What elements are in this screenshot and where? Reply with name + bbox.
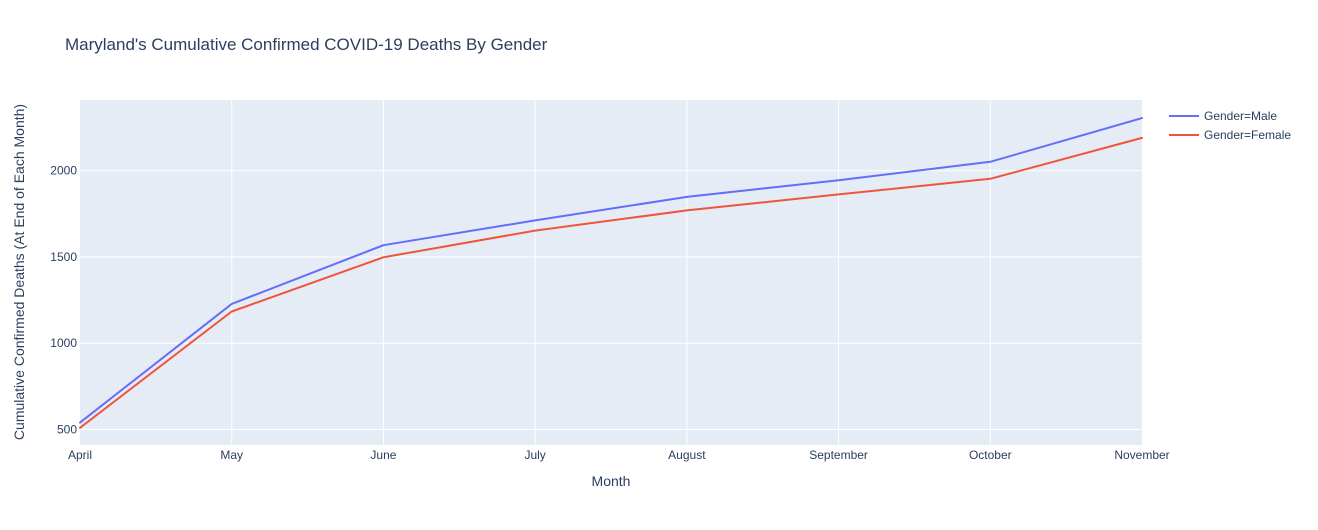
x-tick-label: August — [668, 448, 706, 462]
legend-label: Gender=Female — [1204, 128, 1291, 142]
legend-item[interactable]: Gender=Male — [1169, 109, 1277, 123]
y-axis-ticks: 500 1000 1500 2000 — [50, 164, 77, 437]
x-tick-label: July — [524, 448, 545, 462]
plot-area — [80, 100, 1142, 445]
x-axis-title: Month — [592, 473, 631, 489]
legend[interactable]: Gender=Male Gender=Female — [1169, 109, 1291, 142]
series-line[interactable] — [79, 117, 1143, 424]
gridlines — [80, 100, 1142, 445]
series-line[interactable] — [79, 136, 1143, 429]
series-lines — [79, 117, 1143, 429]
legend-item[interactable]: Gender=Female — [1169, 128, 1291, 142]
x-tick-label: November — [1114, 448, 1169, 462]
x-tick-label: October — [969, 448, 1012, 462]
y-tick-label: 1500 — [50, 250, 77, 264]
x-tick-label: April — [68, 448, 92, 462]
legend-label: Gender=Male — [1204, 109, 1277, 123]
y-tick-label: 1000 — [50, 336, 77, 350]
x-axis-ticks: April May June July August September October No… — [68, 448, 1170, 462]
y-tick-label: 500 — [57, 422, 77, 436]
x-tick-label: September — [809, 448, 868, 462]
chart-title: Maryland's Cumulative Confirmed COVID-19… — [65, 35, 548, 54]
y-axis-title: Cumulative Confirmed Deaths (At End of E… — [11, 104, 27, 440]
x-tick-label: May — [220, 448, 243, 462]
y-tick-label: 2000 — [50, 164, 77, 178]
x-tick-label: June — [370, 448, 396, 462]
